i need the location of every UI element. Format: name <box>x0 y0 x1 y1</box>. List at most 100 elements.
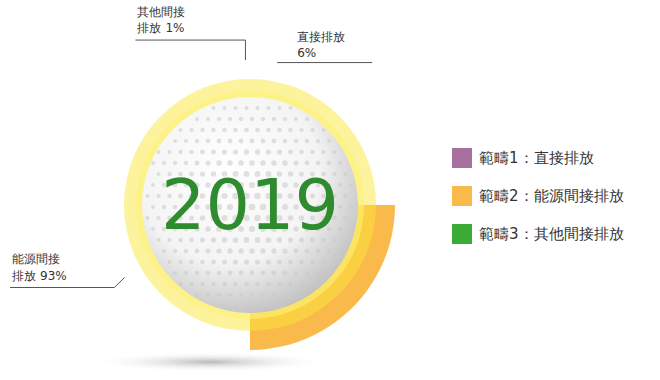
slice-label: 直接排放 <box>297 30 345 44</box>
dimple <box>283 117 287 121</box>
dimple <box>327 271 331 275</box>
value-label: 1% <box>165 21 184 35</box>
dimple <box>344 172 348 176</box>
dimple <box>310 150 314 154</box>
legend-label: 範疇3：其他間接排放 <box>479 225 624 243</box>
dimple <box>217 271 222 276</box>
legend-swatch <box>452 148 472 168</box>
dimple <box>206 271 211 276</box>
dimple <box>271 248 276 253</box>
dimple <box>245 304 249 308</box>
dimple <box>244 106 248 110</box>
dimple <box>195 139 199 143</box>
dimple <box>156 238 160 242</box>
leader-line <box>135 40 245 60</box>
dimple <box>261 139 266 144</box>
dimple <box>195 293 199 297</box>
dimple <box>288 260 293 265</box>
dimple <box>195 117 199 121</box>
shadow <box>90 352 330 372</box>
dimple <box>189 282 193 286</box>
dimple <box>212 106 216 110</box>
dimple <box>233 282 238 287</box>
dimple <box>283 139 288 144</box>
dimple <box>272 139 277 144</box>
dimple <box>195 271 199 275</box>
dimple <box>266 149 271 154</box>
dimple <box>299 150 304 155</box>
dimple <box>200 260 205 265</box>
dimple <box>294 293 298 297</box>
dimple <box>294 117 298 121</box>
dimple <box>156 172 160 176</box>
dimple <box>261 293 265 297</box>
dimple <box>272 293 276 297</box>
dimple <box>233 259 238 264</box>
dimple <box>200 282 204 286</box>
dimple <box>244 282 249 287</box>
slice-label: 其他間接 <box>137 5 185 19</box>
dimple <box>211 150 216 155</box>
dimple <box>250 293 254 297</box>
dimple <box>173 249 177 253</box>
inner-ring <box>136 91 364 319</box>
dimple <box>200 150 205 155</box>
dimple <box>267 304 271 308</box>
dimple <box>305 271 309 275</box>
dimple <box>206 117 210 121</box>
dimple <box>223 304 227 308</box>
dimple <box>310 260 314 264</box>
dimple <box>250 139 255 144</box>
dimple <box>349 183 353 187</box>
dimple <box>288 128 292 132</box>
dimple <box>223 106 227 110</box>
dimple <box>277 282 281 286</box>
dimple <box>343 216 347 220</box>
dimple <box>233 106 237 110</box>
slice-label: 排放 <box>12 269 36 283</box>
dimple <box>239 271 244 276</box>
dimple <box>327 249 331 253</box>
dimple <box>146 194 150 198</box>
dimple <box>288 150 293 155</box>
dimple <box>167 260 171 264</box>
dimple <box>344 238 348 242</box>
dimple <box>288 282 292 286</box>
dimple <box>255 282 260 287</box>
dimple <box>151 183 155 187</box>
chart: 2019直接排放6%能源間接排放93%其他間接排放1%範疇1：直接排放範疇2：能… <box>0 0 660 380</box>
dimple <box>233 149 238 154</box>
dimple <box>179 282 183 286</box>
dimple <box>282 248 287 253</box>
dimple <box>255 259 260 264</box>
dimple <box>272 271 277 276</box>
dimple <box>272 117 276 121</box>
slice-label: 能源間接 <box>12 252 60 266</box>
dimple <box>222 128 227 133</box>
dimple <box>250 271 255 276</box>
dimple <box>278 304 282 308</box>
dimple <box>277 260 282 265</box>
dimples <box>146 106 353 308</box>
dimple <box>151 161 155 165</box>
dimple <box>283 271 288 276</box>
dimple <box>299 128 303 132</box>
dimple <box>217 139 222 144</box>
dimple <box>211 128 215 132</box>
dimple <box>333 260 337 264</box>
dimple <box>255 106 259 110</box>
dimple <box>294 139 299 144</box>
dimple <box>167 150 171 154</box>
dimple <box>278 106 282 110</box>
dimple <box>261 271 266 276</box>
dimple <box>349 205 353 209</box>
dimple <box>333 150 337 154</box>
dimple <box>228 293 232 297</box>
dimple <box>305 249 310 254</box>
dimple <box>222 259 227 264</box>
dimple <box>222 282 226 286</box>
dimple <box>178 150 182 154</box>
dimple <box>217 293 221 297</box>
dimple <box>250 117 254 121</box>
data-labels: 直接排放6%能源間接排放93%其他間接排放1% <box>10 5 372 287</box>
